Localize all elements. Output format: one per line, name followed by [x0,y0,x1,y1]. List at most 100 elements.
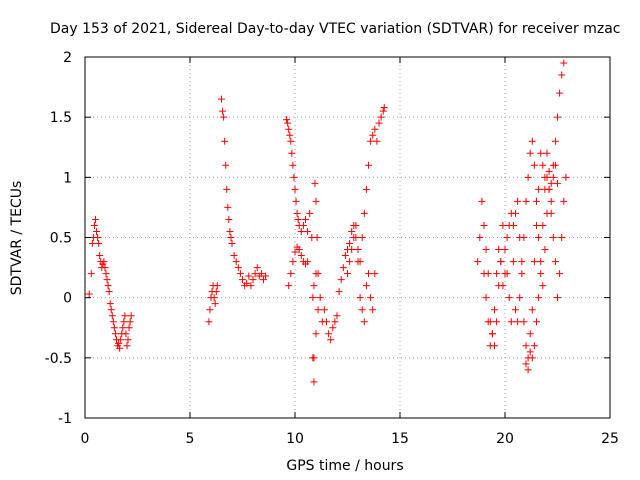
data-point [236,270,244,278]
data-point [554,179,561,187]
data-point [115,339,123,347]
data-point [310,378,318,386]
data-point [518,258,526,266]
data-point [356,294,364,302]
data-point [554,294,561,302]
data-point [541,246,549,254]
data-point [93,227,101,235]
data-point [533,197,540,205]
y-tick-label: 1 [63,170,72,186]
data-point [293,209,301,217]
data-point [94,234,102,241]
data-point [106,300,114,308]
data-point [528,137,536,145]
data-point [312,197,320,205]
data-point [371,125,379,133]
data-point [539,282,547,290]
data-point [522,342,530,350]
data-point [110,324,118,332]
data-point [528,306,536,314]
data-point [551,161,559,169]
data-point [535,234,543,241]
data-point [234,264,242,272]
data-point [309,294,317,302]
data-point [535,185,543,193]
data-point [249,276,257,284]
data-point [219,107,227,115]
data-point [377,113,385,121]
x-tick-label: 10 [286,431,304,447]
data-point [306,209,314,217]
data-point [314,306,322,314]
data-point [218,95,225,103]
x-tick-label: 5 [186,431,195,447]
data-point [123,342,131,350]
data-point [499,282,507,290]
data-point [495,246,503,254]
data-point [380,104,388,112]
data-point [251,270,259,278]
data-point [346,240,354,248]
y-axis-title: SDTVAR / TECUs [9,181,25,296]
data-point [292,197,300,205]
data-point [205,318,213,326]
data-point [360,209,368,217]
chart-title: Day 153 of 2021, Sidereal Day-to-day VTE… [50,21,620,37]
data-point [335,288,343,296]
y-tick-label: 0.5 [50,231,72,247]
data-point [358,306,366,314]
data-point [206,306,214,314]
y-tick-label: 2 [63,50,72,66]
data-point [514,318,522,326]
data-point [247,282,255,290]
data-point [360,318,368,326]
y-tick-label: 0 [63,291,72,307]
data-point [119,324,127,332]
data-point [228,240,236,248]
data-point [288,149,296,157]
data-point [344,270,351,278]
data-point [497,258,505,266]
data-point [491,306,498,314]
x-tick-label: 0 [81,431,90,447]
data-point [213,282,221,290]
data-point [493,318,501,326]
data-point [304,227,312,235]
data-point [520,318,528,326]
data-point [537,258,545,266]
data-point [286,131,294,139]
data-point [367,137,375,145]
data-point [549,234,557,241]
data-point [556,270,564,278]
data-point [320,306,328,314]
data-point [95,240,103,248]
data-point [120,318,128,326]
data-point [88,240,96,248]
data-point [558,71,566,79]
data-point [312,270,320,278]
data-point [313,234,321,241]
data-point [125,324,133,332]
data-point [486,342,494,350]
y-tick-label: 1.5 [50,110,72,126]
grid [85,57,610,418]
data-point [348,246,356,254]
data-point [545,185,553,193]
data-point [543,149,551,157]
x-axis-title: GPS time / hours [286,458,403,474]
data-point [524,366,532,374]
data-point [304,258,312,266]
data-point [108,312,116,320]
data-point [101,264,109,272]
data-point [117,336,125,344]
data-point [375,119,383,127]
data-point [291,185,299,193]
data-point [551,137,559,145]
data-point [505,221,513,229]
data-point [285,282,293,290]
data-point [327,336,335,344]
data-point [239,276,246,284]
axis-ticks: 0 5 10 15 20 25 -1 -0.5 0 0.5 1 1.5 2 [45,50,619,447]
data-point [341,252,349,260]
data-point [478,197,486,205]
